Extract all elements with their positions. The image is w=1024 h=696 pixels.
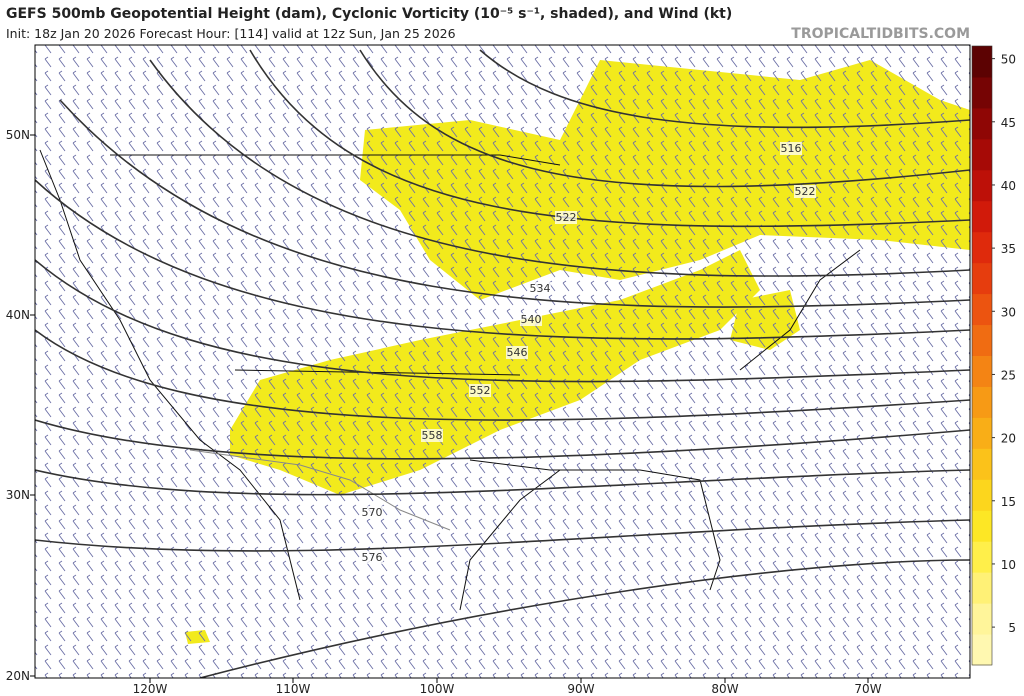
- colorbar-tick-label: 5: [1008, 621, 1016, 635]
- lat-label: 40N: [6, 308, 30, 322]
- colorbar-segment: [972, 138, 992, 171]
- contour-label: 570: [362, 506, 383, 519]
- lon-label: 90W: [567, 682, 594, 696]
- colorbar-segment: [972, 46, 992, 78]
- contour-label: 516: [781, 142, 802, 155]
- colorbar: 5 10 15 20 25 30 35 40 45 50: [971, 45, 1016, 666]
- colorbar-segment: [972, 448, 992, 480]
- contour-labels: 516 522 522 534 540 546 552 558 570 576: [361, 142, 816, 564]
- contour-label-bg: [361, 551, 383, 564]
- contour-label-bg: [506, 346, 528, 359]
- colorbar-segment: [972, 634, 992, 666]
- wind-barbs: [35, 45, 970, 678]
- colorbar-tick-label: 10: [1001, 558, 1016, 572]
- colorbar-segment: [972, 603, 992, 635]
- colorbar-segment: [972, 324, 992, 356]
- lon-label: 120W: [133, 682, 168, 696]
- colorbar-segment: [972, 541, 992, 573]
- colorbar-tick-label: 15: [1001, 495, 1016, 509]
- colorbar-tick-label: 45: [1001, 116, 1016, 130]
- lat-label: 50N: [6, 128, 30, 142]
- map-frame: [34, 44, 971, 679]
- watermark: TROPICALTIDBITS.COM: [791, 26, 970, 42]
- lon-label: 100W: [420, 682, 455, 696]
- contour-label: 522: [795, 185, 816, 198]
- contour-label-bg: [794, 185, 816, 198]
- colorbar-segment: [972, 572, 992, 604]
- height-contours: [35, 49, 970, 678]
- colorbar-tick-label: 20: [1001, 432, 1016, 446]
- contour-label: 576: [362, 551, 383, 564]
- colorbar-segment: [972, 386, 992, 418]
- colorbar-segment: [972, 355, 992, 387]
- colorbar-segment: [972, 262, 992, 295]
- boundaries: [39, 149, 861, 611]
- colorbar-frame: [971, 45, 993, 666]
- colorbar-segment: [972, 200, 992, 233]
- map-area: [35, 45, 970, 678]
- contour-label-bg: [529, 282, 551, 295]
- colorbar-segment: [972, 169, 992, 202]
- lon-label: 80W: [711, 682, 738, 696]
- lat-label: 20N: [6, 669, 30, 683]
- lat-label: 30N: [6, 488, 30, 502]
- colorbar-segment: [972, 293, 992, 326]
- contour-label: 558: [422, 429, 443, 442]
- colorbar-segment: [972, 107, 992, 140]
- contour-label-bg: [469, 384, 491, 397]
- contour-label-bg: [421, 429, 443, 442]
- contour-label: 540: [521, 313, 542, 326]
- lon-label: 110W: [276, 682, 311, 696]
- contour-label-bg: [520, 313, 542, 326]
- colorbar-segment: [972, 479, 992, 511]
- colorbar-tick-label: 30: [1001, 305, 1016, 319]
- colorbar-segment: [972, 510, 992, 542]
- contour-label: 552: [470, 384, 491, 397]
- colorbar-tick-label: 50: [1001, 53, 1016, 67]
- contour-label-bg: [780, 142, 802, 155]
- colorbar-tick-label: 25: [1001, 368, 1016, 382]
- axes: 50N 40N 30N 20N 120W 110W 100W 90W 80W 70W: [6, 128, 882, 696]
- contour-label: 546: [507, 346, 528, 359]
- colorbar-segment: [972, 76, 992, 109]
- contour-label-bg: [361, 506, 383, 519]
- colorbar-segment: [972, 231, 992, 264]
- colorbar-tick-label: 35: [1001, 242, 1016, 256]
- contour-label: 522: [556, 211, 577, 224]
- contour-label-bg: [555, 211, 577, 224]
- colorbar-segment: [972, 417, 992, 449]
- lon-label: 70W: [854, 682, 881, 696]
- title: GEFS 500mb Geopotential Height (dam), Cy…: [6, 6, 732, 22]
- subtitle: Init: 18z Jan 20 2026 Forecast Hour: [11…: [6, 26, 456, 41]
- colorbar-tick-label: 40: [1001, 179, 1016, 193]
- contour-label: 534: [530, 282, 551, 295]
